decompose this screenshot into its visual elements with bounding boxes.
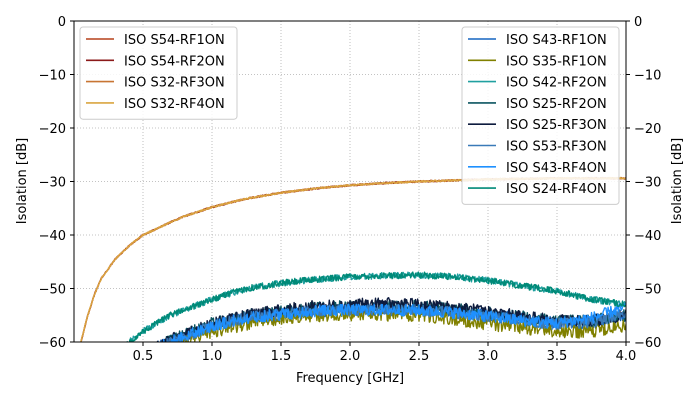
legend-left: ISO S54-RF1ON ISO S54-RF2ON ISO S32-RF3ON I… — [79, 26, 238, 120]
legend-label: ISO S53-RF3ON — [506, 140, 607, 155]
y-tick-label-right: −20 — [634, 122, 661, 137]
y-tick-label-left: −10 — [39, 69, 66, 84]
y-tick-label-right: −10 — [634, 69, 661, 84]
y-tick-label-left: 0 — [58, 15, 66, 30]
x-tick-label: 3.0 — [478, 349, 499, 364]
y-tick-label-right: −30 — [634, 176, 661, 191]
x-tick-label: 1.5 — [271, 349, 292, 364]
legend-label: ISO S54-RF1ON — [124, 33, 225, 48]
x-tick-label: 3.5 — [547, 349, 568, 364]
legend-label: ISO S54-RF2ON — [124, 54, 225, 69]
y-tick-label-right: −40 — [634, 229, 661, 244]
y-tick-label-left: −50 — [39, 283, 66, 298]
y-tick-label-right: 0 — [634, 15, 642, 30]
y-axis-label-right: Isolation [dB] — [670, 138, 685, 225]
x-tick-label: 2.0 — [340, 349, 361, 364]
series-line — [161, 303, 626, 342]
series-line — [126, 271, 626, 342]
legend-label: ISO S24-RF4ON — [506, 182, 607, 197]
y-tick-label-right: −60 — [634, 336, 661, 351]
y-tick-label-right: −50 — [634, 283, 661, 298]
legend-box — [461, 26, 620, 205]
x-tick-label: 1.0 — [202, 349, 223, 364]
legend-label: ISO S25-RF2ON — [506, 97, 607, 112]
y-tick-label-left: −30 — [39, 176, 66, 191]
legend-label: ISO S32-RF3ON — [124, 76, 225, 91]
y-tick-label-left: −40 — [39, 229, 66, 244]
y-tick-label-left: −20 — [39, 122, 66, 137]
legend-label: ISO S43-RF1ON — [506, 33, 607, 48]
x-tick-label: 0.5 — [133, 349, 154, 364]
legend-right: ISO S43-RF1ON ISO S35-RF1ON ISO S42-RF2ON I… — [461, 26, 620, 205]
y-axis-label-left: Isolation [dB] — [15, 138, 30, 225]
legend-label: ISO S25-RF3ON — [506, 118, 607, 133]
legend-label: ISO S43-RF4ON — [506, 161, 607, 176]
y-tick-label-left: −60 — [39, 336, 66, 351]
x-tick-label: 2.5 — [409, 349, 430, 364]
legend-label: ISO S42-RF2ON — [506, 76, 607, 91]
legend-box — [79, 26, 238, 120]
ticks: 0.5 1.0 1.5 2.0 2.5 3.0 3.5 4.0 0 0 −10 −10 −20 −20 −3… — [39, 15, 662, 364]
x-axis-label: Frequency [GHz] — [296, 371, 404, 386]
legend-label: ISO S35-RF1ON — [506, 54, 607, 69]
legend-label: ISO S32-RF4ON — [124, 97, 225, 112]
x-tick-label: 4.0 — [616, 349, 637, 364]
